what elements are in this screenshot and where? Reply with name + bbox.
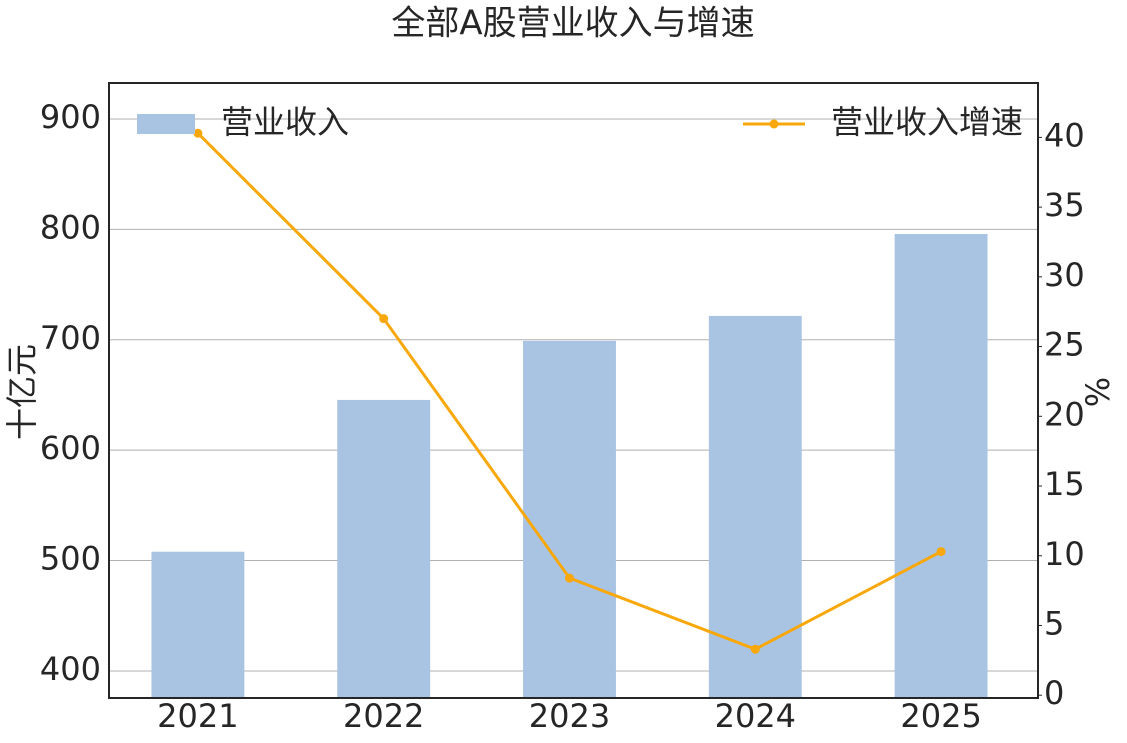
bar [151, 551, 245, 698]
y2-tick-label: 35 [1044, 186, 1085, 224]
x-tick-label: 2024 [715, 697, 796, 735]
line-point [193, 128, 203, 138]
legend-label: 营业收入增速 [831, 103, 1023, 141]
x-tick-label: 2023 [529, 697, 610, 735]
line-point [379, 314, 389, 324]
plot-frame [108, 82, 1039, 699]
bar [708, 315, 802, 698]
y-tick-label: 500 [40, 540, 101, 578]
chart-title: 全部A股营业收入与增速 [391, 4, 754, 44]
y2-tick-label: 0 [1044, 674, 1064, 712]
legend-swatch [137, 114, 195, 134]
legend-marker [769, 119, 779, 129]
x-tick-label: 2025 [900, 697, 981, 735]
y-tick-label: 900 [40, 98, 101, 136]
y2-tick-label: 25 [1044, 326, 1085, 364]
y2-tick-label: 10 [1044, 535, 1085, 573]
line-point [750, 644, 760, 654]
y-axis-label: 十亿元 [3, 344, 41, 440]
y2-tick-label: 15 [1044, 465, 1085, 503]
x-tick-label: 2022 [343, 697, 424, 735]
y2-tick-label: 40 [1044, 116, 1085, 154]
y2-axis-label: % [1079, 377, 1117, 407]
y-tick-label: 600 [40, 429, 101, 467]
legend-label: 营业收入 [221, 103, 349, 141]
y-tick-label: 800 [40, 208, 101, 246]
bar [337, 399, 431, 698]
bar [894, 234, 988, 699]
line-point [565, 573, 574, 583]
line-point [936, 547, 946, 557]
y2-tick-label: 30 [1044, 256, 1085, 294]
y2-tick-label: 20 [1044, 395, 1085, 433]
bar [523, 340, 616, 698]
y-tick-label: 700 [40, 319, 101, 357]
y2-tick-label: 5 [1044, 604, 1064, 642]
x-tick-label: 2021 [157, 697, 238, 735]
y-tick-label: 400 [40, 650, 101, 688]
